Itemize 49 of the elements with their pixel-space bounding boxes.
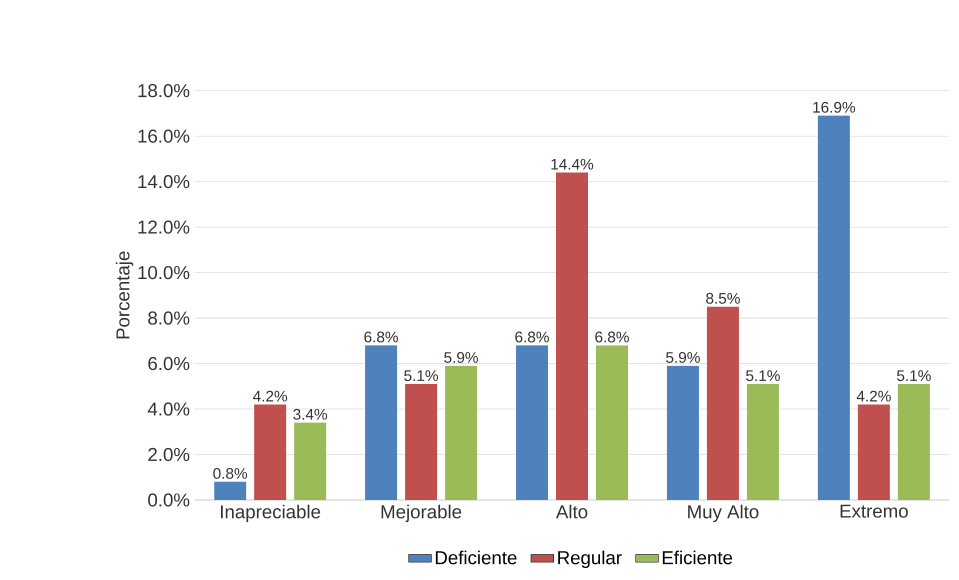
data-label: 0.8%: [213, 468, 248, 479]
data-label: 4.2%: [253, 390, 288, 402]
y-tick-label: 2.0%: [148, 448, 190, 462]
bar: [556, 172, 588, 500]
y-tick-label: 10.0%: [138, 266, 190, 280]
y-tick-label: 16.0%: [138, 130, 190, 143]
y-tick-label: 14.0%: [138, 174, 190, 188]
data-label: 5.1%: [404, 370, 438, 382]
data-label: 14.4%: [551, 158, 594, 170]
data-label: 3.4%: [293, 408, 328, 420]
legend-label: Regular: [558, 550, 622, 568]
bar: [596, 345, 628, 500]
y-tick-label: 18.0%: [138, 84, 190, 98]
bar: [294, 422, 326, 500]
bar: [898, 384, 930, 500]
bar: [405, 384, 438, 500]
data-label: 6.8%: [595, 332, 629, 342]
y-tick-label: 12.0%: [138, 220, 190, 234]
bar: [706, 306, 739, 500]
y-tick-label: 4.0%: [148, 402, 190, 416]
data-label: 6.8%: [364, 332, 398, 342]
bar: [516, 345, 548, 500]
y-axis-title: Porcentaje: [116, 252, 134, 338]
data-label: 16.9%: [813, 102, 856, 113]
data-label: 5.9%: [444, 352, 478, 363]
data-label: 5.1%: [746, 370, 780, 382]
x-tick-label: Mejorable: [382, 504, 462, 522]
data-label: 5.9%: [666, 352, 700, 363]
x-tick-label: Alto: [556, 504, 588, 518]
bar: [214, 482, 246, 500]
data-label: 8.5%: [706, 292, 740, 304]
data-label: 4.2%: [856, 390, 891, 402]
x-tick-label: Muy Alto: [688, 504, 758, 522]
y-tick-label: 0.0%: [148, 493, 190, 507]
bar: [666, 366, 699, 500]
bar: [445, 366, 478, 500]
bar: [365, 345, 398, 500]
y-tick-label: 8.0%: [148, 311, 190, 325]
x-tick-label: Inapreciable: [221, 504, 320, 522]
legend-label: Eficiente: [662, 550, 732, 564]
data-label: 5.1%: [896, 370, 931, 382]
x-tick-label: Extremo: [840, 504, 908, 518]
bar: [746, 384, 779, 500]
bar: [254, 404, 286, 500]
data-label: 6.8%: [515, 332, 549, 342]
bar: [818, 116, 850, 500]
bar: [858, 404, 890, 500]
legend-label: Deficiente: [436, 550, 517, 564]
y-tick-label: 6.0%: [148, 356, 190, 370]
